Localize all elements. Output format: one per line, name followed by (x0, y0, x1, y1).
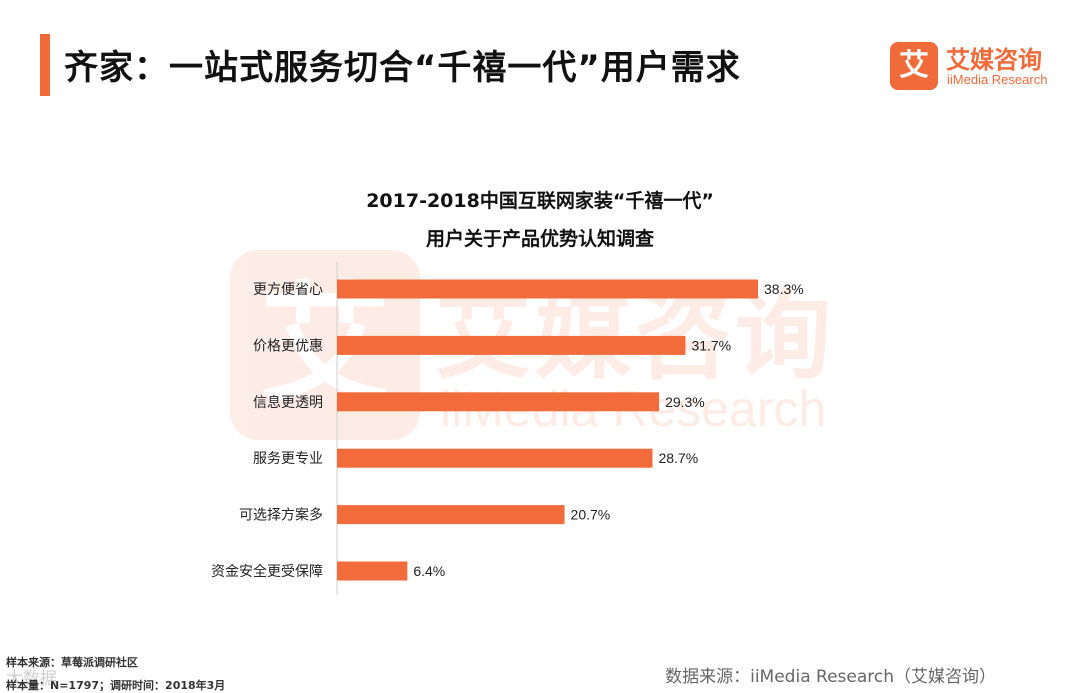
value-label: 28.7% (658, 450, 698, 466)
category-label: 资金安全更受保障 (211, 563, 323, 580)
sample-source: 样本来源：草莓派调研社区 (6, 656, 138, 669)
category-label: 服务更专业 (253, 451, 323, 467)
category-label: 信息更透明 (253, 394, 323, 411)
title-accent-bar (40, 34, 50, 96)
value-label: 29.3% (665, 394, 705, 410)
category-label: 可选择方案多 (239, 507, 323, 524)
data-source: 数据来源：iiMedia Research（艾媒咨询） (665, 667, 996, 687)
value-label: 31.7% (691, 337, 731, 353)
iimedia-logo: 艾 艾媒咨询 iiMedia Research (890, 42, 1070, 92)
logo-mark: 艾 (890, 42, 938, 90)
category-label: 价格更优惠 (253, 338, 323, 354)
page-title: 齐家：一站式服务切合“千禧一代”用户需求 (64, 48, 741, 88)
footer-watermark: 大数据 (6, 669, 57, 689)
bar (337, 505, 565, 525)
chart-title-line1: 2017-2018中国互联网家装“千禧一代” (366, 190, 714, 212)
bar (337, 279, 758, 299)
value-label: 20.7% (571, 507, 611, 523)
bar (337, 392, 660, 412)
value-label: 6.4% (413, 563, 445, 579)
bar (337, 448, 653, 468)
logo-name-en: iiMedia Research (947, 72, 1048, 87)
category-label: 更方便省心 (253, 282, 323, 298)
bar (337, 561, 408, 581)
chart-title-line2: 用户关于产品优势认知调查 (425, 228, 654, 250)
logo-name-cn: 艾媒咨询 (946, 46, 1042, 74)
sample-info: 样本量：N=1797；调研时间：2018年3月 (6, 679, 226, 692)
bar (337, 335, 686, 355)
value-label: 38.3% (764, 281, 804, 297)
